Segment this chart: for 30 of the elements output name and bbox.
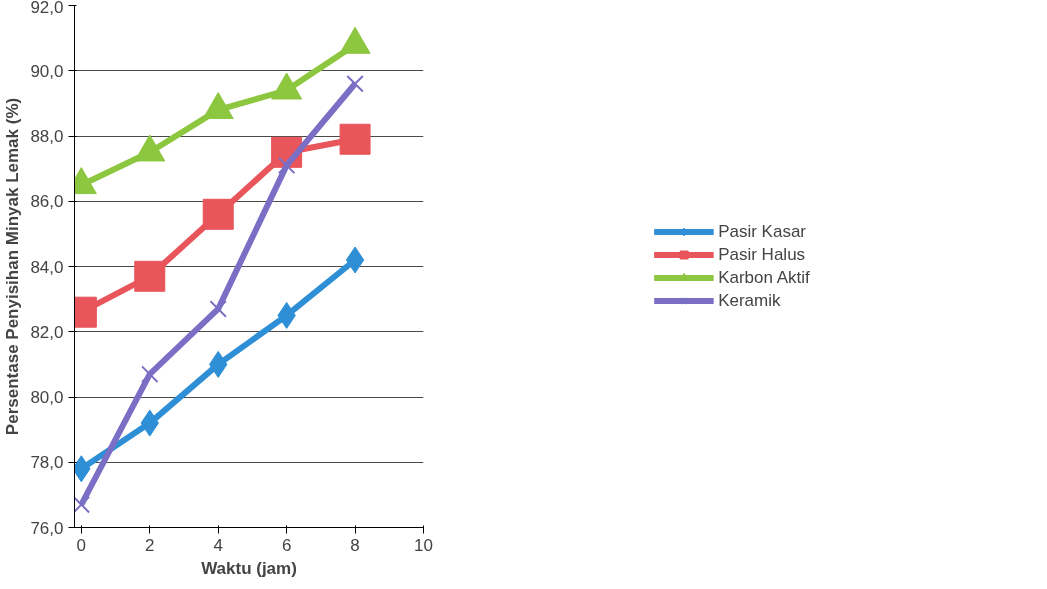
y-tick-label: 84,0 <box>30 257 64 277</box>
y-tick-label: 90,0 <box>30 61 64 81</box>
legend-label: Keramik <box>718 290 781 311</box>
y-tick-label: 76,0 <box>30 518 64 538</box>
y-tick-label: 92,0 <box>30 0 64 17</box>
point <box>277 156 296 175</box>
point <box>209 300 227 318</box>
x-tick-label: 0 <box>76 535 87 555</box>
legend-label: Pasir Halus <box>718 244 806 265</box>
x-tick-label: 10 <box>414 535 433 555</box>
x-tick-label: 2 <box>145 535 155 555</box>
point <box>134 260 166 292</box>
y-axis-title: Persentase Penyisihan Minyak Lemak (%) <box>3 97 23 436</box>
point <box>346 75 364 93</box>
point <box>339 123 371 155</box>
x-tick-label: 4 <box>213 535 223 555</box>
point <box>345 246 365 274</box>
point <box>141 365 159 383</box>
legend-label: Karbon Aktif <box>718 267 810 288</box>
point <box>74 495 91 514</box>
y-tick-label: 80,0 <box>30 388 64 407</box>
x-axis-title: Waktu (jam) <box>201 558 297 578</box>
y-tick-label: 78,0 <box>30 453 64 473</box>
y-tick-label: 82,0 <box>30 322 64 342</box>
point <box>202 198 234 230</box>
y-tick-label: 88,0 <box>30 127 64 146</box>
x-tick-label: 6 <box>281 535 292 555</box>
legend-label: Pasir Kasar <box>718 221 807 242</box>
x-tick-label: 8 <box>350 535 360 555</box>
y-tick-label: 86,0 <box>30 192 64 212</box>
